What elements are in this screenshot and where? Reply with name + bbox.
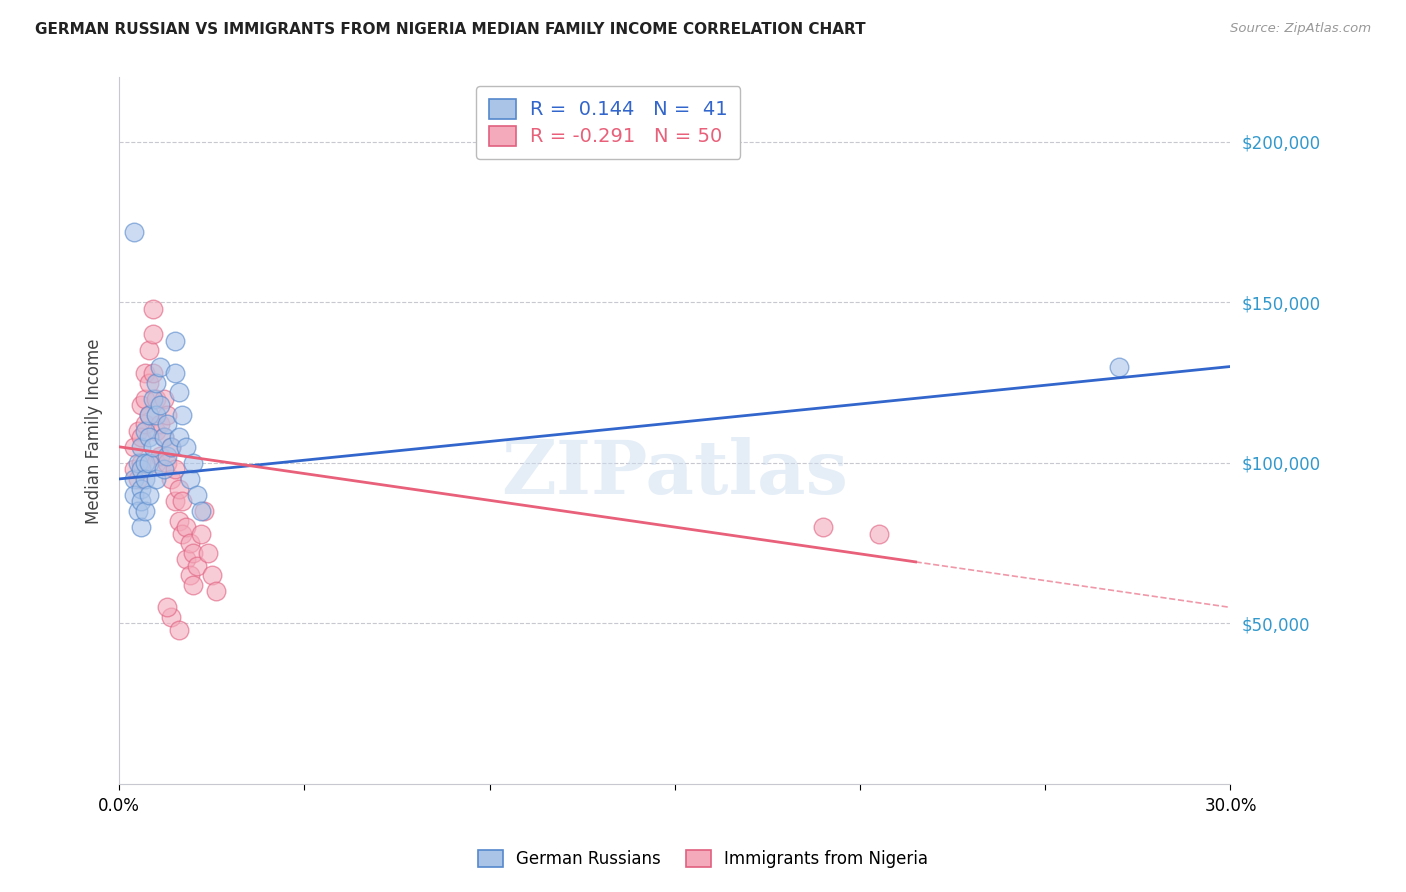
Point	[163, 494, 186, 508]
Point	[122, 462, 145, 476]
Point	[190, 526, 212, 541]
Point	[122, 440, 145, 454]
Point	[183, 546, 205, 560]
Point	[179, 536, 201, 550]
Point	[134, 472, 156, 486]
Point	[167, 430, 190, 444]
Point	[167, 482, 190, 496]
Point	[186, 558, 208, 573]
Point	[134, 417, 156, 432]
Point	[145, 424, 167, 438]
Point	[183, 578, 205, 592]
Point	[149, 417, 172, 432]
Point	[131, 520, 153, 534]
Point	[127, 424, 149, 438]
Point	[163, 462, 186, 476]
Point	[131, 430, 153, 444]
Text: GERMAN RUSSIAN VS IMMIGRANTS FROM NIGERIA MEDIAN FAMILY INCOME CORRELATION CHART: GERMAN RUSSIAN VS IMMIGRANTS FROM NIGERI…	[35, 22, 866, 37]
Text: ZIPatlas: ZIPatlas	[502, 437, 848, 509]
Point	[174, 440, 197, 454]
Legend: German Russians, Immigrants from Nigeria: German Russians, Immigrants from Nigeria	[471, 843, 935, 875]
Point	[163, 366, 186, 380]
Point	[131, 494, 153, 508]
Point	[201, 568, 224, 582]
Point	[167, 385, 190, 400]
Point	[174, 520, 197, 534]
Point	[172, 526, 194, 541]
Point	[167, 514, 190, 528]
Legend: R =  0.144   N =  41, R = -0.291   N = 50: R = 0.144 N = 41, R = -0.291 N = 50	[477, 87, 741, 159]
Y-axis label: Median Family Income: Median Family Income	[86, 338, 103, 524]
Point	[152, 430, 174, 444]
Point	[122, 488, 145, 502]
Point	[142, 366, 165, 380]
Point	[145, 376, 167, 390]
Point	[134, 456, 156, 470]
Point	[134, 366, 156, 380]
Point	[811, 520, 834, 534]
Point	[160, 610, 183, 624]
Point	[138, 456, 160, 470]
Point	[172, 494, 194, 508]
Point	[160, 440, 183, 454]
Point	[172, 408, 194, 422]
Point	[138, 408, 160, 422]
Point	[179, 472, 201, 486]
Point	[868, 526, 890, 541]
Point	[134, 504, 156, 518]
Point	[174, 552, 197, 566]
Point	[131, 398, 153, 412]
Point	[160, 472, 183, 486]
Point	[131, 482, 153, 496]
Point	[138, 408, 160, 422]
Point	[134, 424, 156, 438]
Point	[186, 488, 208, 502]
Point	[152, 430, 174, 444]
Point	[127, 504, 149, 518]
Point	[122, 472, 145, 486]
Point	[167, 623, 190, 637]
Point	[204, 584, 226, 599]
Point	[183, 456, 205, 470]
Point	[149, 398, 172, 412]
Point	[152, 462, 174, 476]
Point	[152, 392, 174, 406]
Point	[190, 504, 212, 518]
Point	[142, 327, 165, 342]
Point	[138, 343, 160, 358]
Point	[142, 392, 165, 406]
Point	[134, 392, 156, 406]
Point	[127, 456, 149, 470]
Point	[179, 568, 201, 582]
Point	[156, 456, 179, 470]
Point	[127, 472, 149, 486]
Point	[1108, 359, 1130, 374]
Point	[149, 359, 172, 374]
Point	[160, 440, 183, 454]
Point	[138, 376, 160, 390]
Point	[163, 334, 186, 348]
Point	[131, 462, 153, 476]
Point	[138, 488, 160, 502]
Point	[131, 456, 153, 470]
Point	[145, 472, 167, 486]
Point	[131, 440, 153, 454]
Point	[142, 301, 165, 316]
Point	[122, 225, 145, 239]
Point	[156, 417, 179, 432]
Point	[156, 408, 179, 422]
Point	[138, 430, 160, 444]
Point	[145, 456, 167, 470]
Point	[149, 450, 172, 464]
Point	[142, 440, 165, 454]
Point	[156, 450, 179, 464]
Point	[193, 504, 215, 518]
Point	[145, 392, 167, 406]
Text: Source: ZipAtlas.com: Source: ZipAtlas.com	[1230, 22, 1371, 36]
Point	[145, 408, 167, 422]
Point	[197, 546, 219, 560]
Point	[156, 600, 179, 615]
